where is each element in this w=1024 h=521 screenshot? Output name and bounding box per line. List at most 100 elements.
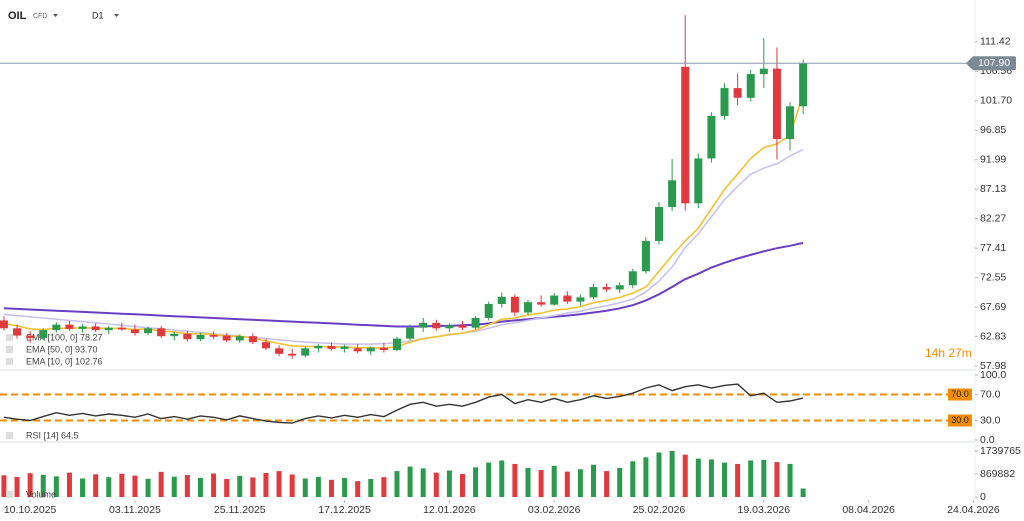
x-tick-label: 19.03.2026 xyxy=(738,504,791,516)
candle-body xyxy=(694,158,703,204)
volume-bar xyxy=(591,464,597,497)
candle-body xyxy=(340,346,349,349)
candle-body xyxy=(261,342,270,349)
ema-line xyxy=(3,94,804,350)
volume-bar xyxy=(695,458,701,497)
y-tick-label: 67.69 xyxy=(980,301,1006,313)
countdown: 14h 27m xyxy=(925,346,972,360)
volume-bar xyxy=(433,472,439,497)
timeframe-dropdown[interactable] xyxy=(114,14,119,17)
symbol-dropdown[interactable] xyxy=(53,14,58,17)
last-price-box xyxy=(972,56,1016,71)
volume-bar xyxy=(499,460,505,497)
indicator-icon xyxy=(6,358,13,365)
x-tick-label: 12.01.2026 xyxy=(423,504,476,516)
volume-bar xyxy=(171,476,177,497)
volume-bar xyxy=(132,475,138,497)
candle-body xyxy=(668,180,677,207)
candle-body xyxy=(0,320,8,329)
candle-body xyxy=(786,106,795,140)
x-tick-label: 10.10.2025 xyxy=(4,504,57,516)
candle-body xyxy=(196,334,205,340)
indicator-legend: EMA [10, 0] 102.76 xyxy=(26,356,103,366)
candle-body xyxy=(510,296,519,313)
candle-body xyxy=(523,302,532,313)
volume-bar xyxy=(27,473,33,497)
timeframe[interactable]: D1 xyxy=(92,10,104,20)
volume-bar xyxy=(722,462,728,497)
volume-bar xyxy=(459,473,465,497)
volume-bar xyxy=(315,476,321,497)
candle-body xyxy=(471,317,480,328)
candle-body xyxy=(655,206,664,241)
volume-bar xyxy=(250,477,256,497)
volume-bar xyxy=(512,463,518,497)
volume-bar xyxy=(446,470,452,497)
candle-body xyxy=(26,335,35,338)
y-tick-label: 77.41 xyxy=(980,242,1006,254)
volume-bar xyxy=(224,479,230,497)
volume-bar xyxy=(682,454,688,497)
candle-body xyxy=(628,271,637,286)
chart-layer xyxy=(0,0,976,500)
candle-body xyxy=(406,327,415,339)
candle-body xyxy=(39,330,48,338)
candle-body xyxy=(144,328,153,334)
volume-bar xyxy=(748,460,754,497)
indicator-icon xyxy=(6,432,13,439)
volume-bar xyxy=(368,479,374,497)
candle-body xyxy=(772,68,781,140)
symbol[interactable]: OIL xyxy=(8,10,27,22)
candle-body xyxy=(419,322,428,328)
y-tick-label: 57.98 xyxy=(980,360,1006,372)
volume-bar xyxy=(617,467,623,497)
y-tick-label: 87.13 xyxy=(980,183,1006,195)
candle-body xyxy=(733,88,742,98)
volume-bar xyxy=(158,471,164,497)
candle-body xyxy=(458,325,467,328)
volume-bar xyxy=(800,488,806,497)
candle-body xyxy=(681,66,690,204)
candle-body xyxy=(91,326,100,331)
y-tick-label: 62.83 xyxy=(980,330,1006,342)
volume-bar xyxy=(420,468,426,497)
indicator-legend: EMA [50, 0] 93.70 xyxy=(26,344,98,354)
indicator-icon xyxy=(6,334,13,341)
candle-body xyxy=(13,328,22,336)
candle-body xyxy=(497,296,506,305)
volume-bar xyxy=(93,474,99,497)
volume-bar xyxy=(53,476,59,497)
candle-body xyxy=(130,329,139,334)
rsi-level-label: 30.0 xyxy=(951,415,969,425)
y-tick-label: 0.0 xyxy=(980,434,995,446)
candle-body xyxy=(222,335,231,341)
volume-bar xyxy=(276,471,282,497)
candle-body xyxy=(235,336,244,341)
volume-bar xyxy=(106,477,112,497)
y-tick-label: 96.85 xyxy=(980,124,1006,136)
candle-body xyxy=(379,347,388,351)
volume-bar xyxy=(66,472,72,497)
candle-body xyxy=(288,353,297,356)
candle-body xyxy=(563,295,572,302)
last-price-pointer xyxy=(966,57,972,70)
rsi-level-box xyxy=(948,388,972,401)
volume-bar xyxy=(14,476,20,497)
y-tick-label: 869882 xyxy=(980,468,1015,480)
indicator-legend: EMA [100, 0] 78.27 xyxy=(26,332,103,342)
candle-body xyxy=(576,297,585,302)
candle-body xyxy=(157,328,166,337)
candle-body xyxy=(117,327,126,330)
y-tick-label: 30.0 xyxy=(980,414,1001,426)
candle-body xyxy=(327,345,336,349)
candle-body xyxy=(589,287,598,298)
volume-bar xyxy=(355,481,361,497)
x-tick-label: 25.02.2026 xyxy=(633,504,686,516)
candle-body xyxy=(641,240,650,272)
volume-bar xyxy=(197,477,203,497)
volume-bar xyxy=(145,478,151,497)
indicator-icon xyxy=(6,491,13,498)
candle-body xyxy=(78,326,87,329)
volume-bar xyxy=(564,471,570,497)
